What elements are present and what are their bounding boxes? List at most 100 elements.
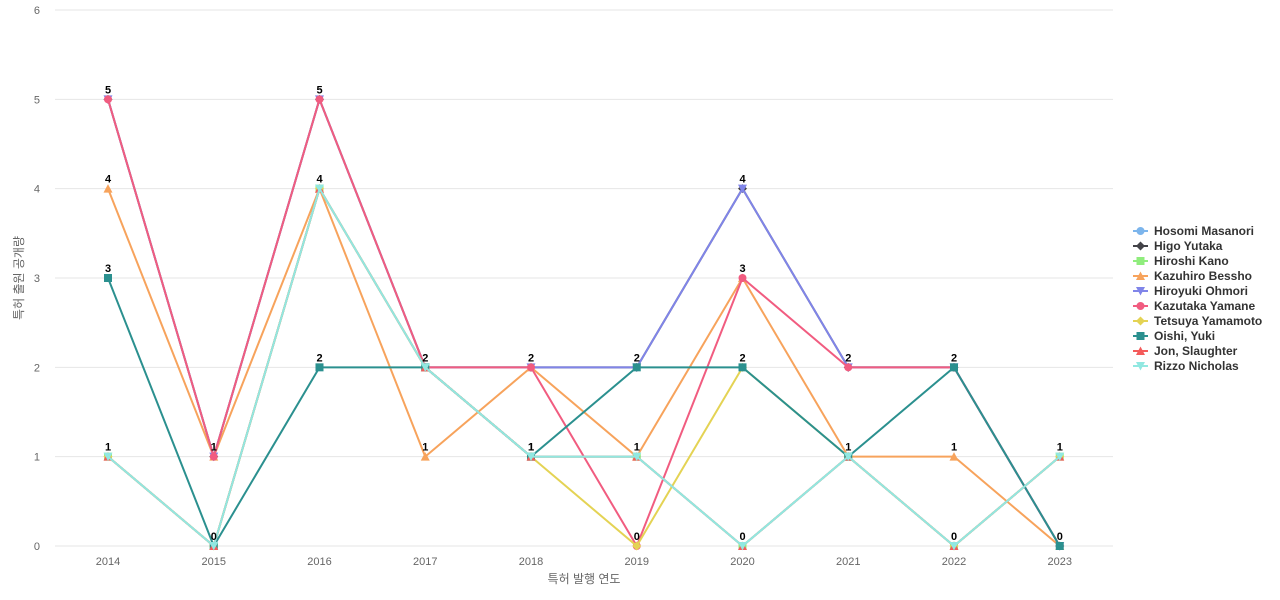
data-point[interactable] xyxy=(315,184,324,194)
data-label: 0 xyxy=(634,531,640,543)
data-label: 0 xyxy=(1057,531,1063,543)
legend-marker xyxy=(1136,346,1145,355)
data-point[interactable] xyxy=(738,542,747,551)
data-label: 0 xyxy=(951,531,957,543)
x-tick-label: 2019 xyxy=(625,556,649,568)
y-tick-label: 3 xyxy=(34,273,40,285)
data-label: 1 xyxy=(211,442,217,454)
data-point[interactable] xyxy=(315,363,324,372)
x-tick-label: 2018 xyxy=(519,556,543,568)
legend-item[interactable]: Tetsuya Yamamoto xyxy=(1133,314,1262,328)
y-tick-label: 0 xyxy=(34,541,40,553)
data-point[interactable] xyxy=(315,95,324,104)
legend-label: Tetsuya Yamamoto xyxy=(1154,314,1262,328)
legend-item[interactable]: Kazutaka Yamane xyxy=(1133,299,1255,313)
x-tick-label: 2015 xyxy=(202,556,226,568)
data-point[interactable] xyxy=(949,542,959,551)
series-higo-yutaka xyxy=(103,94,1065,551)
data-point[interactable] xyxy=(103,184,113,193)
series-line[interactable] xyxy=(107,277,1061,547)
data-label: 0 xyxy=(211,531,217,543)
legend-label: Oishi, Yuki xyxy=(1154,329,1215,343)
x-tick-label: 2016 xyxy=(307,556,331,568)
data-point[interactable] xyxy=(738,363,747,372)
series-oishi-yuki xyxy=(104,274,1064,550)
data-label: 1 xyxy=(528,442,534,454)
data-point[interactable] xyxy=(209,542,219,551)
legend-item[interactable]: Higo Yutaka xyxy=(1133,239,1223,253)
x-tick-label: 2023 xyxy=(1048,556,1072,568)
data-label: 2 xyxy=(422,352,428,364)
data-label: 4 xyxy=(316,174,323,186)
data-point[interactable] xyxy=(104,274,112,282)
y-tick-label: 1 xyxy=(34,452,40,464)
series-line[interactable] xyxy=(107,98,1061,547)
data-point[interactable] xyxy=(844,363,853,372)
legend-marker xyxy=(1136,287,1145,296)
data-point[interactable] xyxy=(420,452,430,461)
legend-marker xyxy=(1136,316,1145,326)
legend-item[interactable]: Hosomi Masanori xyxy=(1133,224,1254,238)
y-axis-title: 특허 출원 공개량 xyxy=(12,236,26,320)
data-point[interactable] xyxy=(527,363,535,372)
x-tick-label: 2014 xyxy=(96,556,120,568)
x-tick-label: 2017 xyxy=(413,556,437,568)
legend-marker xyxy=(1136,257,1145,265)
data-label: 2 xyxy=(634,352,640,364)
x-tick-label: 2020 xyxy=(730,556,754,568)
series-line[interactable] xyxy=(107,98,1061,547)
legend-item[interactable]: Oishi, Yuki xyxy=(1133,329,1215,343)
data-label: 4 xyxy=(739,174,746,186)
series-line[interactable] xyxy=(107,187,1061,547)
legend-label: Rizzo Nicholas xyxy=(1154,359,1239,373)
legend-item[interactable]: Hiroyuki Ohmori xyxy=(1133,284,1248,298)
data-label: 1 xyxy=(422,442,428,454)
data-point[interactable] xyxy=(738,274,747,282)
data-point[interactable] xyxy=(632,541,642,551)
data-point[interactable] xyxy=(103,452,113,462)
x-tick-label: 2022 xyxy=(942,556,966,568)
data-label: 2 xyxy=(739,352,745,364)
series-rizzo-nicholas xyxy=(103,184,1065,551)
data-point[interactable] xyxy=(632,452,642,462)
data-point[interactable] xyxy=(950,363,958,372)
data-point[interactable] xyxy=(209,452,218,461)
data-point[interactable] xyxy=(1055,452,1065,462)
legend-label: Hiroyuki Ohmori xyxy=(1154,284,1248,298)
legend-marker xyxy=(1136,271,1145,280)
legend-item[interactable]: Jon, Slaughter xyxy=(1133,344,1238,358)
data-label: 1 xyxy=(845,442,851,454)
data-point[interactable] xyxy=(104,95,112,104)
data-point[interactable] xyxy=(526,452,536,462)
data-point[interactable] xyxy=(632,363,641,372)
data-label: 1 xyxy=(1057,442,1063,454)
legend-item[interactable]: Rizzo Nicholas xyxy=(1133,359,1239,373)
data-point[interactable] xyxy=(420,363,430,372)
data-point[interactable] xyxy=(738,184,747,194)
data-point[interactable] xyxy=(949,452,959,461)
data-label: 2 xyxy=(845,352,851,364)
data-point[interactable] xyxy=(1055,542,1064,550)
legend-label: Jon, Slaughter xyxy=(1154,344,1238,358)
legend-item[interactable]: Kazuhiro Bessho xyxy=(1133,269,1252,283)
legend-label: Higo Yutaka xyxy=(1154,239,1223,253)
legend-marker xyxy=(1136,227,1145,235)
y-tick-label: 5 xyxy=(34,94,40,106)
x-axis-title: 특허 발행 연도 xyxy=(548,571,621,586)
data-point[interactable] xyxy=(843,452,853,462)
legend-item[interactable]: Hiroshi Kano xyxy=(1133,254,1229,268)
data-label: 0 xyxy=(739,531,745,543)
legend-label: Hiroshi Kano xyxy=(1154,254,1229,268)
x-tick-label: 2021 xyxy=(836,556,860,568)
data-label: 2 xyxy=(528,352,534,364)
legend-label: Kazuhiro Bessho xyxy=(1154,269,1252,283)
y-tick-label: 6 xyxy=(34,5,40,17)
data-label: 1 xyxy=(105,442,111,454)
y-axis-ticks: 0 1 2 3 4 5 6 xyxy=(34,5,40,553)
series-kazutaka-yamane xyxy=(104,95,1064,550)
series-line[interactable] xyxy=(107,98,1061,547)
data-label: 4 xyxy=(105,174,112,186)
